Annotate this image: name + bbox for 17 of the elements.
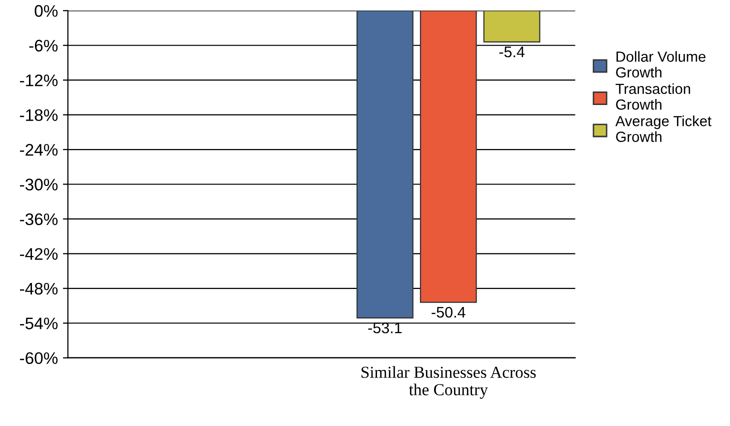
y-tick-label: -18%: [20, 109, 58, 122]
y-tick-label: -30%: [20, 178, 58, 190]
y-tick-label: -12%: [20, 74, 58, 86]
y-tick-label: -42%: [20, 248, 58, 260]
data-label: -5.4: [499, 46, 525, 58]
y-tick-label: -24%: [20, 144, 58, 156]
y-tick-label: -54%: [20, 318, 58, 330]
y-tick-label: 0%: [34, 5, 58, 17]
legend-label: Average Ticket Growth: [615, 116, 712, 142]
y-tick-label: -48%: [20, 282, 58, 295]
x-tick-label: Similar Businesses Across the Country: [362, 366, 536, 399]
y-tick-label: -36%: [20, 213, 58, 226]
y-tick-label: -60%: [20, 352, 58, 364]
legend-label: Dollar Volume Growth: [616, 51, 706, 78]
legend-label: Transaction Growth: [616, 83, 690, 110]
data-label: -50.4: [432, 306, 466, 318]
y-tick-label: -6%: [29, 40, 58, 52]
